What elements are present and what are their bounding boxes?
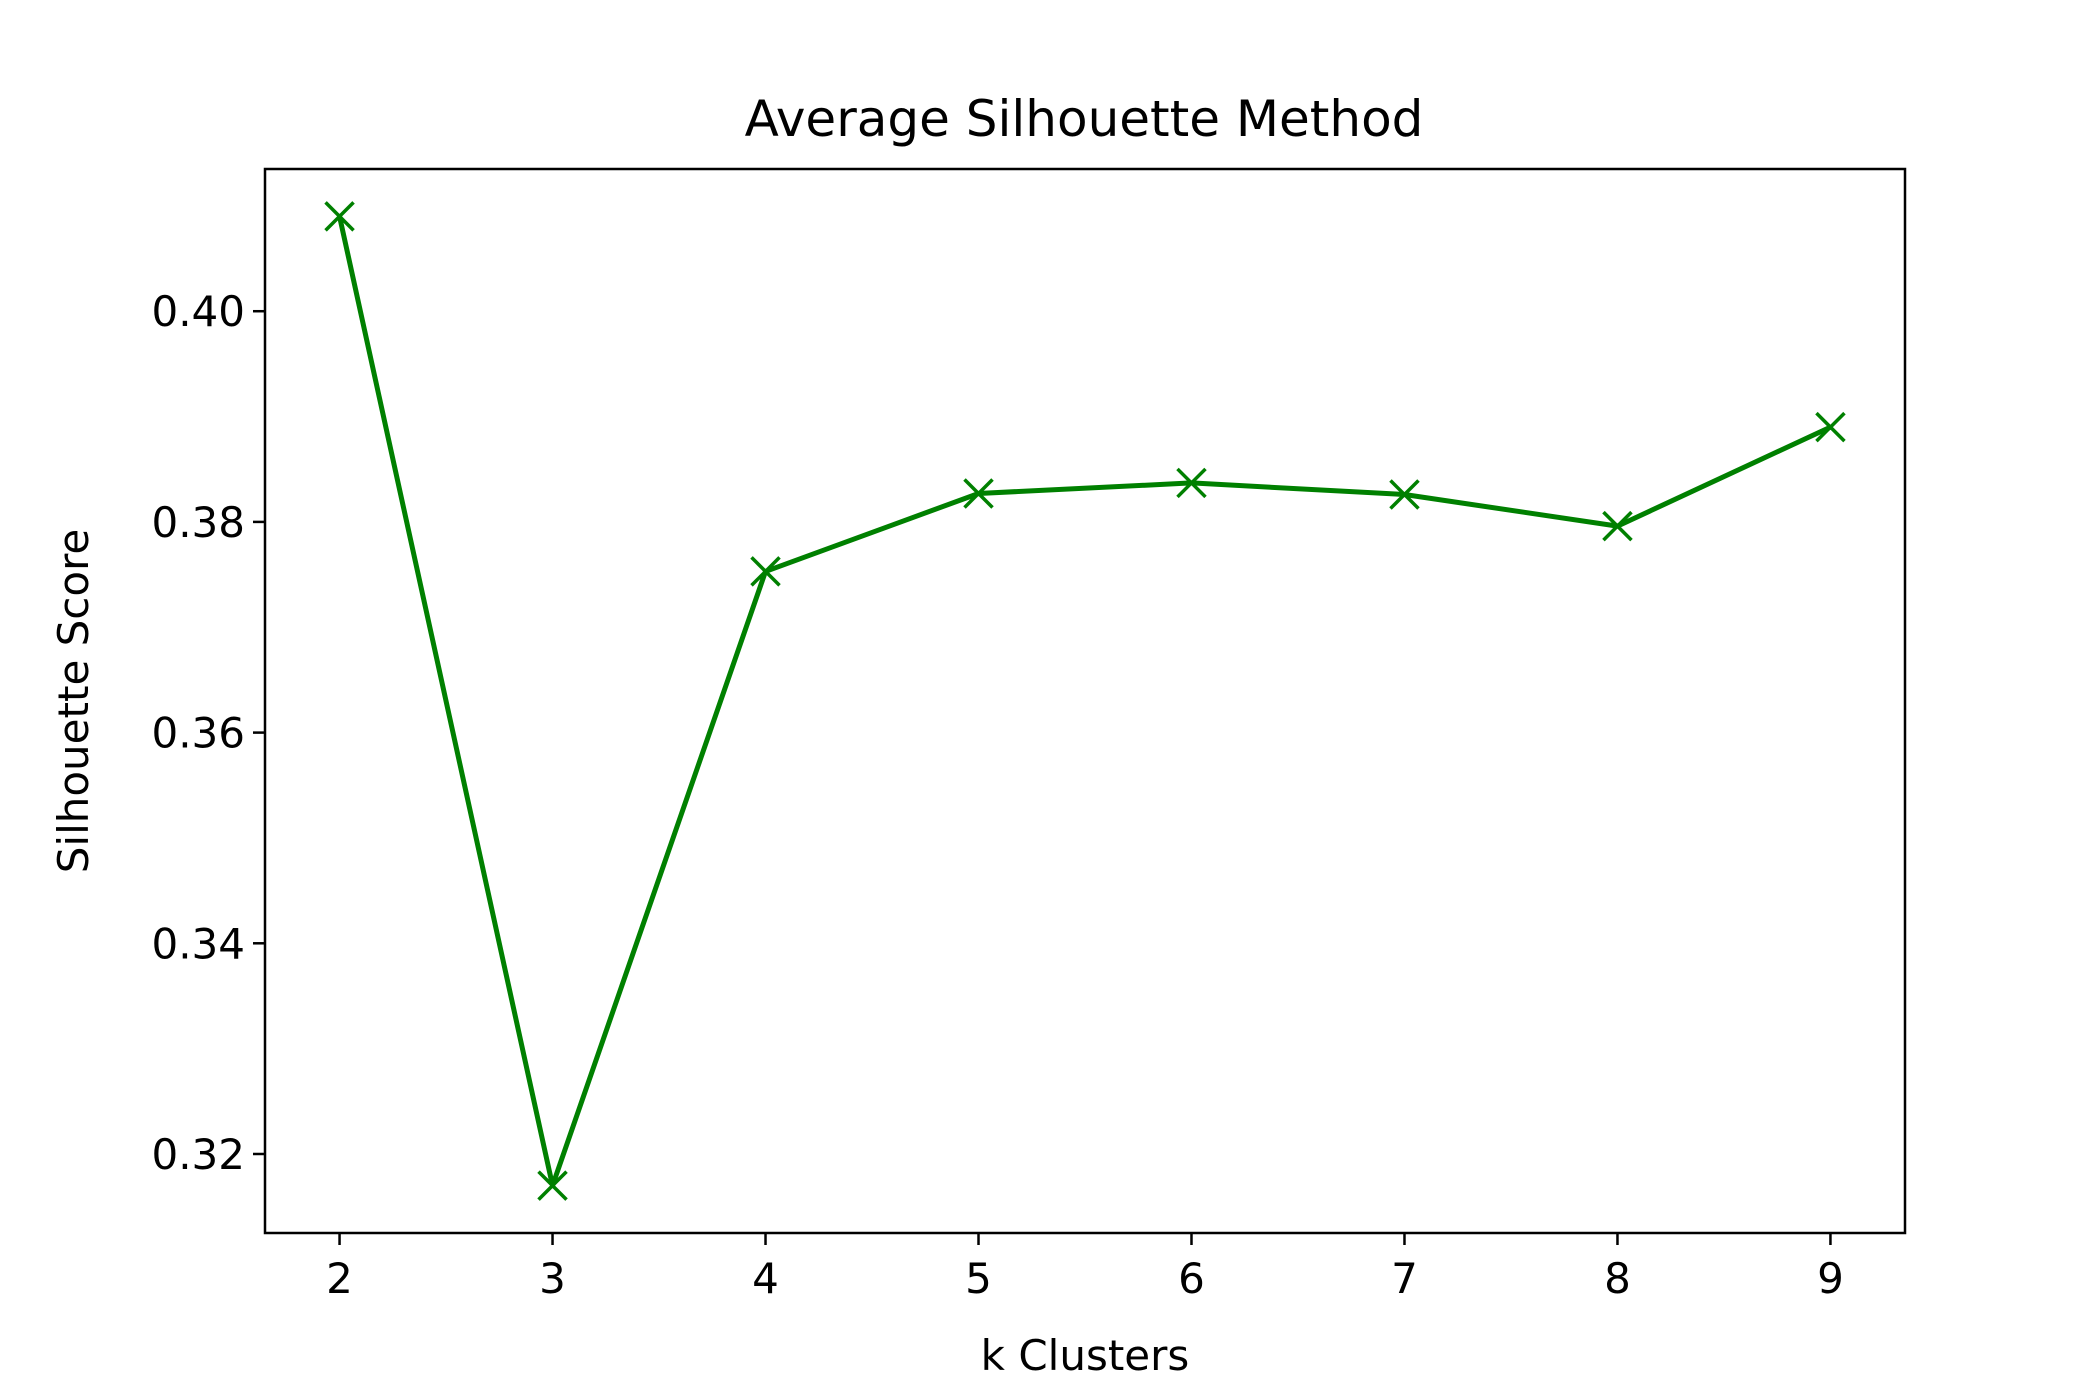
marker-stroke (1389, 479, 1420, 510)
data-point-marker (1176, 467, 1207, 499)
plot-area (324, 201, 1846, 1201)
series-line (337, 215, 1832, 1189)
x-axis-label: k Clusters (981, 1331, 1190, 1380)
x-tick-label: 3 (539, 1254, 566, 1303)
x-tick-label: 9 (1817, 1254, 1844, 1303)
data-point-marker (963, 478, 994, 509)
plot-frame (263, 167, 1907, 1235)
data-point-marker (1389, 479, 1420, 510)
marker-stroke (750, 556, 781, 587)
data-point-marker (324, 201, 355, 232)
marker-stroke (1815, 411, 1846, 443)
y-tick-label: 0.34 (151, 919, 245, 968)
marker-stroke (537, 1170, 568, 1201)
y-axis-label: Silhouette Score (49, 529, 98, 874)
x-tick-label: 8 (1604, 1254, 1631, 1303)
y-tick-label: 0.40 (151, 287, 245, 336)
x-tick-label: 5 (965, 1254, 992, 1303)
x-tick-label: 4 (752, 1254, 779, 1303)
marker-stroke (324, 201, 355, 232)
y-tick-label: 0.32 (151, 1130, 245, 1179)
data-point-marker (1602, 510, 1633, 542)
marker-stroke (1602, 510, 1633, 542)
x-tick-label: 6 (1178, 1254, 1205, 1303)
y-tick-label: 0.36 (151, 709, 245, 758)
data-point-marker (1815, 411, 1846, 443)
x-axis: 2 3 4 5 6 7 8 9 (326, 1233, 1844, 1303)
data-point-marker (537, 1170, 568, 1201)
y-axis: 0.32 0.34 0.36 0.38 0.40 (151, 287, 265, 1179)
y-tick-label: 0.38 (151, 498, 245, 547)
chart-title: Average Silhouette Method (745, 90, 1424, 148)
marker-stroke (1176, 467, 1207, 499)
x-tick-label: 7 (1391, 1254, 1418, 1303)
marker-stroke (963, 478, 994, 509)
x-tick-label: 2 (326, 1254, 353, 1303)
data-point-marker (750, 556, 781, 587)
